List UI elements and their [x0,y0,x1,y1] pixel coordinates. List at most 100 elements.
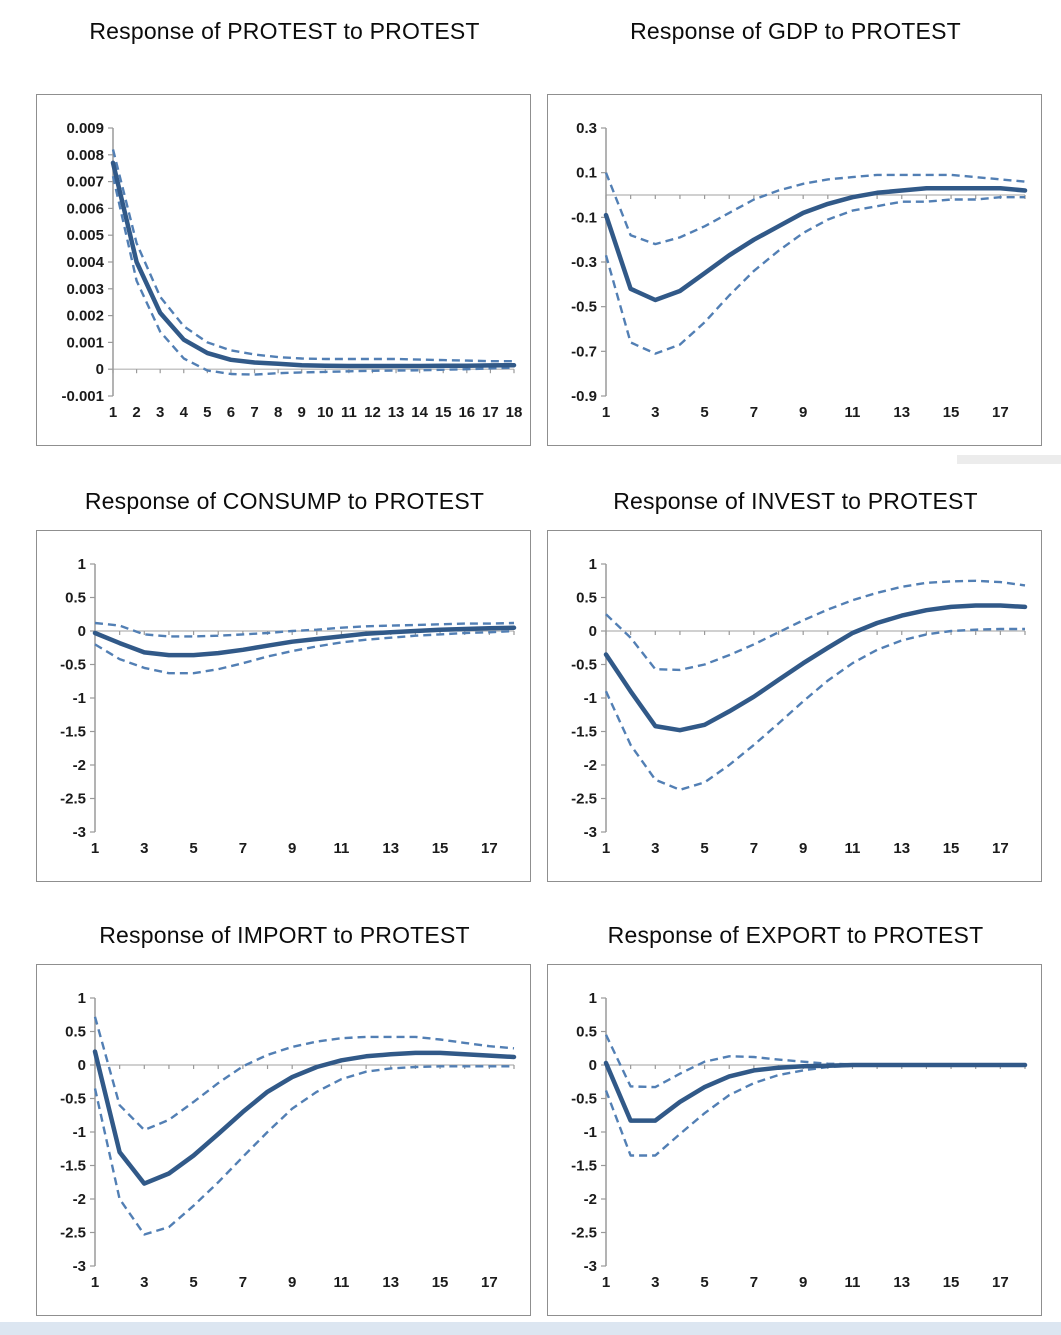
svg-text:0.5: 0.5 [576,1024,597,1041]
svg-text:7: 7 [239,1274,247,1291]
chart-box-invest: 1 0.5 0 -0.5 -1 -1.5 -2 -2.5 -3 1 3 5 7 9 11 13 15 17 [547,530,1042,882]
svg-text:9: 9 [288,1274,296,1291]
svg-text:-0.3: -0.3 [571,254,597,271]
svg-text:9: 9 [799,840,807,857]
svg-text:0.004: 0.004 [66,254,104,271]
svg-text:-2: -2 [73,1191,86,1208]
svg-text:17: 17 [992,1274,1009,1291]
svg-text:11: 11 [341,404,357,421]
svg-text:0.005: 0.005 [66,227,104,244]
svg-text:15: 15 [435,404,452,421]
svg-text:0.5: 0.5 [65,1024,86,1041]
svg-text:-2.5: -2.5 [60,791,86,808]
chart-title-consump: Response of CONSUMP to PROTEST [84,488,485,514]
svg-text:3: 3 [651,1274,659,1291]
svg-text:13: 13 [382,1274,399,1291]
svg-text:2: 2 [132,404,140,421]
svg-text:-3: -3 [73,1258,86,1275]
line-chart-invest: 10.50-0.5-1-1.5-2-2.5-31 3 5 7 9 11 13 15 17 [571,556,1028,857]
svg-text:13: 13 [382,840,399,857]
line-chart-import: 10.50-0.5-1-1.5-2-2.5-31 3 5 7 9 11 13 15 17 [60,990,517,1291]
svg-text:-1: -1 [584,1124,597,1141]
svg-text:5: 5 [189,840,197,857]
line-chart-protest: 0.009 0.008 0.007 0.006 0.005 0.004 0.003 0.002… [61,120,523,421]
chart-title-export: Response of EXPORT to PROTEST [607,922,984,948]
svg-text:-1: -1 [584,690,597,707]
svg-text:3: 3 [140,840,148,857]
svg-text:18: 18 [506,404,523,421]
svg-text:0.003: 0.003 [66,281,104,298]
svg-text:1: 1 [91,1274,99,1291]
svg-text:-2: -2 [584,757,597,774]
chart-panel-protest: Response of PROTEST to PROTEST 0.009 0.00… [36,16,533,446]
svg-text:-1.5: -1.5 [571,724,597,741]
svg-text:5: 5 [203,404,211,421]
line-chart-export: 10.50-0.5-1-1.5-2-2.5-31 3 5 7 9 11 13 15 17 [571,990,1028,1291]
svg-text:-3: -3 [584,1258,597,1275]
svg-text:-0.5: -0.5 [571,1091,597,1108]
svg-text:-2: -2 [73,757,86,774]
svg-text:17: 17 [992,404,1009,421]
svg-text:0.002: 0.002 [66,308,104,325]
svg-text:5: 5 [189,1274,197,1291]
chart-panel-invest: Response of INVEST to PROTEST 1 0.5 0 -0.5 -… [547,486,1044,882]
svg-text:15: 15 [943,840,960,857]
svg-text:1: 1 [602,840,610,857]
svg-text:11: 11 [845,840,861,857]
svg-text:1: 1 [91,840,99,857]
svg-text:0.009: 0.009 [66,120,104,137]
svg-text:11: 11 [334,840,350,857]
svg-text:9: 9 [288,840,296,857]
svg-text:4: 4 [180,404,189,421]
svg-text:13: 13 [388,404,405,421]
svg-text:3: 3 [140,1274,148,1291]
svg-text:1: 1 [78,556,86,573]
chart-box-consump: 1 0.5 0 -0.5 -1 -1.5 -2 -2.5 -3 1 3 5 7 9 11 13 15 17 [36,530,531,882]
line-chart-gdp: 0.30.1-0.1-0.3-0.5-0.7-0.91 3 5 7 9 11 13 15 17 [571,120,1028,421]
svg-text:-0.9: -0.9 [571,388,597,405]
svg-text:1: 1 [109,404,117,421]
chart-box-export: 1 0.5 0 -0.5 -1 -1.5 -2 -2.5 -3 1 3 5 7 9 11 13 15 17 [547,964,1042,1316]
svg-text:5: 5 [700,1274,708,1291]
svg-text:1: 1 [589,990,597,1007]
svg-text:11: 11 [334,1274,350,1291]
svg-text:0: 0 [78,623,86,640]
svg-text:-2.5: -2.5 [60,1225,86,1242]
svg-text:13: 13 [893,840,910,857]
chart-panel-export: Response of EXPORT to PROTEST 1 0.5 0 -0.5 -… [547,920,1044,1316]
svg-text:9: 9 [298,404,306,421]
chart-panel-import: Response of IMPORT to PROTEST 1 0.5 0 -0.5 -… [36,920,533,1316]
svg-text:17: 17 [992,840,1009,857]
svg-text:-3: -3 [584,824,597,841]
svg-text:1: 1 [589,556,597,573]
svg-text:13: 13 [893,1274,910,1291]
svg-text:8: 8 [274,404,282,421]
chart-title-import: Response of IMPORT to PROTEST [99,922,470,948]
chart-title-protest: Response of PROTEST to PROTEST [89,18,480,44]
chart-title-gdp: Response of GDP to PROTEST [630,18,961,44]
svg-text:0.008: 0.008 [66,147,104,164]
svg-text:15: 15 [432,1274,449,1291]
svg-text:-0.7: -0.7 [571,343,597,360]
svg-text:0.3: 0.3 [576,120,597,137]
svg-text:0.006: 0.006 [66,200,104,217]
svg-text:0.1: 0.1 [576,165,597,182]
svg-text:-2: -2 [584,1191,597,1208]
chart-box-protest: 0.009 0.008 0.007 0.006 0.005 0.004 0.003 0.002… [36,94,531,446]
svg-text:17: 17 [481,840,498,857]
svg-text:0: 0 [589,623,597,640]
svg-text:7: 7 [750,404,758,421]
chart-panel-consump: Response of CONSUMP to PROTEST 1 0.5 0 -0.5… [36,486,533,882]
svg-text:-3: -3 [73,824,86,841]
svg-text:7: 7 [250,404,258,421]
svg-text:1: 1 [602,1274,610,1291]
svg-text:7: 7 [750,1274,758,1291]
svg-text:-1: -1 [73,1124,86,1141]
next-page-edge-strip [0,1322,1061,1335]
svg-text:1: 1 [602,404,610,421]
line-chart-consump: 10.50-0.5-1-1.5-2-2.5-31 3 5 7 9 11 13 15 17 [60,556,517,857]
svg-text:0.5: 0.5 [576,590,597,607]
svg-text:3: 3 [651,404,659,421]
svg-text:12: 12 [364,404,381,421]
